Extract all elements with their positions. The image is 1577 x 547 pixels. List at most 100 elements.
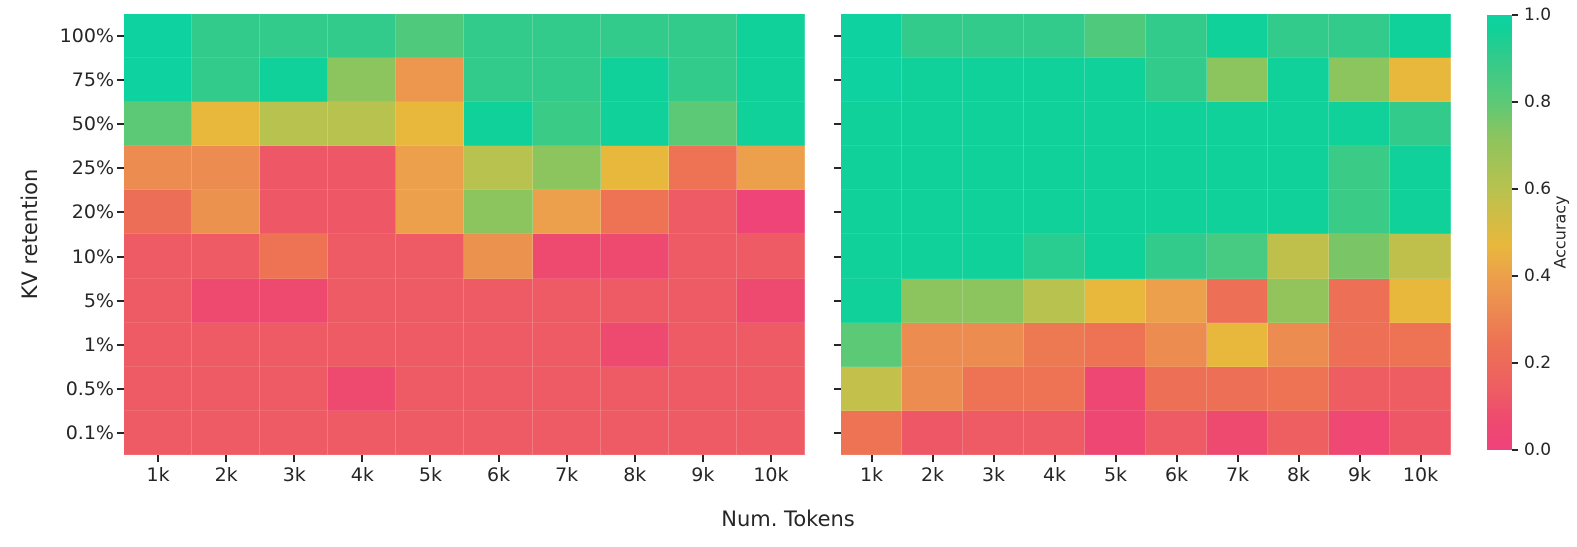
heatmap-cell — [668, 234, 737, 279]
heatmap-cell — [902, 234, 963, 279]
heatmap-cell — [396, 146, 465, 191]
y-tick-mark — [117, 167, 124, 170]
y-tick-label: 50% — [71, 113, 114, 136]
heatmap-cell — [124, 322, 193, 367]
heatmap-cell — [1085, 322, 1146, 367]
heatmap-cell — [464, 146, 533, 191]
heatmap-cell — [1024, 146, 1085, 191]
heatmap-cell — [963, 234, 1024, 279]
heatmap-cell — [963, 146, 1024, 191]
heatmap-cell — [1146, 278, 1207, 323]
heatmap-cell — [1329, 190, 1390, 235]
heatmap-cell — [328, 410, 397, 455]
heatmap-cell — [260, 322, 329, 367]
heatmap-cell — [1207, 410, 1268, 455]
heatmap-cell — [328, 278, 397, 323]
heatmap-cell — [464, 366, 533, 411]
y-tick-label: 25% — [71, 157, 114, 180]
heatmap-cell — [192, 146, 261, 191]
heatmap-cell — [600, 146, 669, 191]
heatmap-cell — [668, 190, 737, 235]
heatmap-cell — [1390, 322, 1451, 367]
y-tick-mark — [117, 343, 124, 346]
x-tick-mark — [1297, 455, 1300, 462]
heatmap-cell — [124, 410, 193, 455]
heatmap-cell — [841, 58, 902, 103]
heatmap-cell — [260, 410, 329, 455]
heatmap-cell — [396, 234, 465, 279]
heatmap-cell — [1268, 234, 1329, 279]
heatmap-cell — [328, 190, 397, 235]
heatmap-cell — [841, 410, 902, 455]
x-tick-label: 10k — [753, 464, 789, 486]
heatmap-cell — [328, 146, 397, 191]
x-tick-mark — [1236, 455, 1239, 462]
heatmap-cell — [1390, 366, 1451, 411]
heatmap-cell — [600, 58, 669, 103]
x-tick-mark — [361, 455, 364, 462]
heatmap-cell — [1207, 322, 1268, 367]
y-tick-mark — [834, 299, 841, 302]
heatmap-cell — [192, 58, 261, 103]
y-tick-mark — [117, 387, 124, 390]
heatmap-cell — [736, 234, 805, 279]
heatmap-cell — [328, 58, 397, 103]
heatmap-cell — [963, 14, 1024, 59]
heatmap-cell — [396, 322, 465, 367]
colorbar-tick-mark — [1512, 188, 1518, 190]
heatmap-cell — [600, 234, 669, 279]
heatmap-cell — [1085, 190, 1146, 235]
heatmap-cell — [1085, 146, 1146, 191]
y-tick-label: 100% — [59, 25, 114, 48]
heatmap-cell — [600, 322, 669, 367]
x-tick-label: 8k — [623, 464, 647, 486]
x-tick-mark — [769, 455, 772, 462]
heatmap-cell — [736, 278, 805, 323]
heatmap-cell — [1024, 322, 1085, 367]
x-tick-mark — [931, 455, 934, 462]
x-tick-mark — [1419, 455, 1422, 462]
heatmap-cell — [396, 410, 465, 455]
y-tick-label: 75% — [71, 69, 114, 92]
heatmap-cell — [736, 322, 805, 367]
heatmap-cell — [902, 102, 963, 147]
heatmap-cell — [1329, 366, 1390, 411]
x-tick-label: 4k — [350, 464, 374, 486]
heatmap-cell — [1024, 102, 1085, 147]
x-tick-label: 10k — [1402, 464, 1439, 486]
x-tick-label: 5k — [418, 464, 442, 486]
heatmap-cell — [396, 102, 465, 147]
heatmap-cell — [1024, 234, 1085, 279]
heatmap-cell — [124, 190, 193, 235]
heatmap-cell — [124, 234, 193, 279]
x-tick-label: 9k — [1347, 464, 1372, 486]
colorbar — [1487, 15, 1512, 450]
heatmap-cell — [1268, 366, 1329, 411]
heatmap-cell — [192, 190, 261, 235]
colorbar-tick-label: 0.8 — [1524, 92, 1552, 112]
heatmap-cell — [841, 278, 902, 323]
y-tick-label: 20% — [71, 201, 114, 224]
heatmap-cell — [532, 322, 601, 367]
heatmap-cell — [736, 146, 805, 191]
heatmap-cell — [841, 322, 902, 367]
colorbar-tick-mark — [1512, 14, 1518, 16]
heatmap-cell — [1390, 102, 1451, 147]
heatmap-cell — [396, 366, 465, 411]
x-tick-mark — [157, 455, 160, 462]
heatmap-cell — [1085, 278, 1146, 323]
y-tick-mark — [834, 167, 841, 170]
heatmap-cell — [464, 234, 533, 279]
heatmap-cell — [192, 234, 261, 279]
heatmap-cell — [902, 58, 963, 103]
x-tick-label: 6k — [487, 464, 511, 486]
heatmap-cell — [600, 14, 669, 59]
x-tick-mark — [1175, 455, 1178, 462]
heatmap-cell — [1329, 146, 1390, 191]
x-tick-label: 5k — [1103, 464, 1128, 486]
heatmap-cell — [532, 234, 601, 279]
heatmap-cell — [260, 58, 329, 103]
y-tick-mark — [117, 255, 124, 258]
y-tick-mark — [834, 123, 841, 126]
heatmap-cell — [1207, 234, 1268, 279]
